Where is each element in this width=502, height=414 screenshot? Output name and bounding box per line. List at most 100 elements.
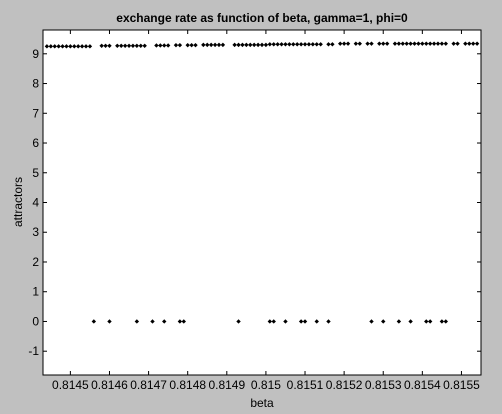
data-point-upper — [220, 42, 226, 48]
data-point-upper — [130, 43, 136, 48]
data-point-zero — [236, 319, 241, 324]
data-point-upper — [177, 42, 183, 48]
y-tick-label: 5 — [32, 166, 39, 180]
data-point-upper — [72, 44, 77, 49]
y-tick-label: 4 — [32, 196, 39, 210]
data-point-upper — [404, 41, 409, 46]
data-point-upper — [474, 41, 480, 46]
data-point-upper — [435, 41, 441, 46]
data-point-upper — [451, 41, 456, 46]
x-axis-label: beta — [250, 396, 274, 410]
data-point-upper — [44, 44, 50, 49]
data-point-upper — [158, 43, 163, 48]
data-point-zero — [396, 319, 402, 324]
y-tick-label: 2 — [32, 255, 39, 269]
y-axis-label: attractors — [11, 177, 25, 227]
data-point-upper — [345, 41, 351, 46]
x-tick-label: 0.8154 — [404, 378, 441, 392]
data-point-upper — [162, 43, 167, 48]
data-point-upper — [291, 42, 296, 47]
data-point-upper — [377, 41, 382, 46]
data-point-upper — [122, 43, 128, 48]
y-axis-ticks: -1 0 1 2 3 4 5 6 7 8 9 — [28, 47, 481, 358]
data-point-upper — [338, 41, 343, 46]
data-point-upper — [244, 42, 249, 48]
data-point-upper — [400, 41, 405, 46]
data-point-upper — [306, 42, 312, 47]
data-point-zero — [298, 319, 304, 324]
data-point-upper — [154, 43, 159, 48]
data-point-upper — [240, 42, 245, 48]
y-tick-label: 9 — [32, 47, 39, 61]
data-point-zero — [314, 319, 319, 324]
x-tick-label: 0.815 — [251, 378, 281, 392]
data-point-upper — [431, 41, 437, 46]
data-point-upper — [205, 42, 210, 48]
data-point-upper — [384, 41, 390, 46]
data-point-upper — [420, 41, 425, 46]
data-point-upper — [99, 43, 104, 48]
data-point-zero — [427, 319, 433, 324]
y-tick-label: 8 — [32, 77, 39, 91]
data-point-upper — [189, 42, 194, 48]
data-point-upper — [463, 41, 468, 46]
data-point-upper — [298, 42, 304, 47]
data-point-zero — [150, 319, 155, 324]
data-point-upper — [302, 42, 308, 47]
y-tick-label: 1 — [32, 285, 39, 299]
data-point-upper — [267, 42, 273, 47]
data-point-upper — [326, 42, 331, 47]
data-point-upper — [283, 42, 288, 47]
data-point-zero — [134, 319, 140, 324]
data-point-upper — [259, 42, 265, 48]
x-tick-label: 0.8146 — [91, 378, 128, 392]
data-point-upper — [467, 41, 472, 46]
data-point-upper — [115, 43, 120, 48]
data-point-upper — [365, 41, 370, 46]
data-point-upper — [165, 43, 171, 48]
data-point-upper — [138, 43, 143, 48]
data-point-upper — [83, 44, 89, 49]
data-point-upper — [287, 42, 292, 47]
data-point-upper — [236, 42, 241, 48]
x-tick-label: 0.8152 — [326, 378, 363, 392]
data-point-upper — [107, 43, 112, 48]
x-tick-label: 0.8151 — [287, 378, 324, 392]
data-point-zero — [326, 319, 331, 324]
x-tick-label: 0.8145 — [52, 378, 89, 392]
data-point-upper — [251, 42, 257, 48]
data-point-zero — [369, 319, 374, 324]
data-point-upper — [271, 42, 276, 47]
x-tick-label: 0.8153 — [365, 378, 402, 392]
data-point-upper — [443, 41, 449, 46]
x-axis-ticks: 0.8145 0.8146 0.8147 0.8148 0.8149 0.815 0.815… — [52, 30, 480, 392]
data-point-zero — [408, 319, 413, 324]
y-tick-label: 6 — [32, 136, 39, 150]
data-point-upper — [455, 41, 460, 46]
data-point-upper — [275, 42, 280, 47]
data-point-upper — [134, 43, 140, 48]
data-point-upper — [341, 41, 347, 46]
data-point-upper — [318, 42, 323, 47]
data-point-upper — [248, 42, 253, 48]
data-point-upper — [381, 41, 386, 46]
data-point-upper — [392, 41, 398, 46]
y-tick-label: -1 — [28, 344, 39, 358]
data-point-upper — [103, 43, 108, 48]
data-point-upper — [56, 44, 61, 49]
data-point-upper — [396, 41, 402, 46]
data-point-upper — [439, 41, 445, 46]
data-point-upper — [119, 43, 124, 48]
data-points — [44, 41, 480, 324]
data-point-zero — [302, 319, 308, 324]
data-point-upper — [126, 43, 132, 48]
data-point-upper — [424, 41, 429, 46]
data-point-upper — [68, 44, 73, 49]
data-point-upper — [60, 44, 65, 49]
data-point-upper — [412, 41, 417, 46]
data-point-zero — [439, 319, 445, 324]
data-point-zero — [177, 319, 183, 324]
data-point-upper — [353, 41, 359, 46]
data-point-upper — [193, 42, 198, 48]
